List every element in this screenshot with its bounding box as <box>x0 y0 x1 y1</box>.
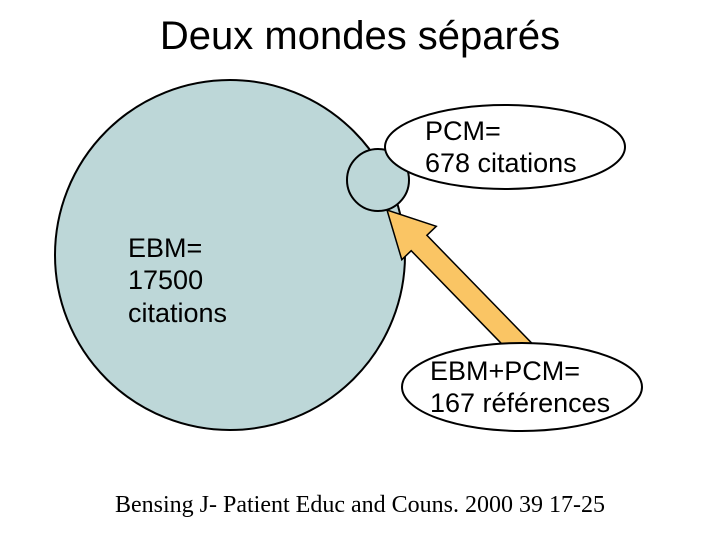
ebm-line3: citations <box>128 297 227 329</box>
ebm-label: EBM= 17500 citations <box>128 232 227 329</box>
pcm-line1: PCM= <box>425 115 577 147</box>
arrow <box>387 210 533 360</box>
ebm-line1: EBM= <box>128 232 227 264</box>
pcm-label: PCM= 678 citations <box>425 115 577 180</box>
overlap-line1: EBM+PCM= <box>430 355 610 387</box>
venn-svg <box>0 0 720 540</box>
reference-citation: Bensing J- Patient Educ and Couns. 2000 … <box>0 492 720 519</box>
diagram-canvas: Deux mondes séparés PCM= 678 citations E… <box>0 0 720 540</box>
ebm-circle <box>55 80 405 430</box>
overlap-label: EBM+PCM= 167 références <box>430 355 610 420</box>
ebm-line2: 17500 <box>128 264 227 296</box>
pcm-line2: 678 citations <box>425 147 577 179</box>
overlap-line2: 167 références <box>430 387 610 419</box>
